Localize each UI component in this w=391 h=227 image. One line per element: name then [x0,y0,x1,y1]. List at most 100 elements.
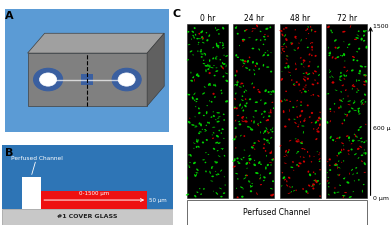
Ellipse shape [311,186,312,187]
Ellipse shape [215,56,217,59]
Text: 50 μm: 50 μm [149,197,167,202]
Ellipse shape [343,178,345,179]
Ellipse shape [288,192,291,194]
Ellipse shape [295,29,296,30]
Ellipse shape [363,31,364,32]
Ellipse shape [188,94,190,96]
Ellipse shape [317,120,319,121]
Ellipse shape [269,162,272,163]
Ellipse shape [246,117,247,118]
Ellipse shape [339,76,341,79]
Ellipse shape [298,42,300,44]
Ellipse shape [209,65,210,68]
Ellipse shape [200,193,202,195]
Ellipse shape [272,180,274,182]
Bar [2,209,173,225]
Ellipse shape [365,124,366,125]
Ellipse shape [222,42,224,44]
Ellipse shape [271,131,273,132]
Ellipse shape [193,148,195,149]
Bar [22,177,41,209]
Ellipse shape [246,102,248,104]
Ellipse shape [280,145,282,147]
Ellipse shape [205,170,207,172]
Ellipse shape [250,128,253,131]
Ellipse shape [351,148,353,151]
Ellipse shape [305,84,307,86]
Ellipse shape [255,39,258,41]
Ellipse shape [317,82,319,84]
Ellipse shape [341,91,342,93]
Ellipse shape [204,65,208,67]
Ellipse shape [246,163,248,165]
Polygon shape [147,33,164,106]
Ellipse shape [307,73,310,75]
Ellipse shape [190,51,191,52]
Ellipse shape [358,179,360,181]
Ellipse shape [292,106,294,108]
Ellipse shape [245,98,246,100]
Circle shape [112,68,141,91]
Ellipse shape [267,119,269,121]
Ellipse shape [199,188,201,189]
Ellipse shape [348,101,351,102]
Ellipse shape [213,84,214,86]
Ellipse shape [267,141,269,143]
Ellipse shape [307,170,309,173]
Ellipse shape [343,84,344,86]
Ellipse shape [288,177,291,179]
Ellipse shape [345,89,347,91]
Ellipse shape [249,126,251,129]
Ellipse shape [318,127,319,129]
Ellipse shape [206,105,208,106]
Ellipse shape [351,69,353,72]
Ellipse shape [352,88,353,90]
Ellipse shape [205,152,206,153]
Ellipse shape [285,91,287,92]
Ellipse shape [221,65,222,68]
Ellipse shape [188,154,190,155]
Ellipse shape [191,38,192,40]
Ellipse shape [211,101,213,103]
Ellipse shape [263,64,264,67]
Ellipse shape [219,42,221,43]
Ellipse shape [222,27,224,30]
Ellipse shape [202,37,204,39]
Ellipse shape [196,73,198,76]
Ellipse shape [318,117,320,119]
Text: 0 μm: 0 μm [373,196,389,201]
Ellipse shape [237,178,239,180]
Ellipse shape [199,122,200,125]
Ellipse shape [336,138,339,139]
Ellipse shape [261,113,263,115]
Ellipse shape [363,184,364,185]
Ellipse shape [358,73,361,74]
Ellipse shape [210,180,213,181]
Ellipse shape [358,30,360,32]
Ellipse shape [364,94,366,96]
Ellipse shape [353,191,354,192]
Ellipse shape [313,128,314,130]
Ellipse shape [273,107,274,109]
Ellipse shape [215,174,218,175]
Ellipse shape [244,135,245,137]
Ellipse shape [238,121,240,122]
Ellipse shape [264,39,266,40]
Ellipse shape [356,60,358,62]
Ellipse shape [335,164,337,166]
Ellipse shape [273,158,274,159]
Ellipse shape [363,84,366,86]
Ellipse shape [305,118,306,119]
Ellipse shape [285,63,287,64]
Ellipse shape [281,101,283,102]
Ellipse shape [234,158,236,161]
Ellipse shape [213,148,215,150]
Ellipse shape [199,131,202,132]
Ellipse shape [307,47,309,48]
Ellipse shape [204,129,206,130]
Ellipse shape [198,132,200,134]
Ellipse shape [361,154,363,156]
Ellipse shape [223,114,224,115]
Ellipse shape [200,32,201,33]
Ellipse shape [296,116,298,118]
